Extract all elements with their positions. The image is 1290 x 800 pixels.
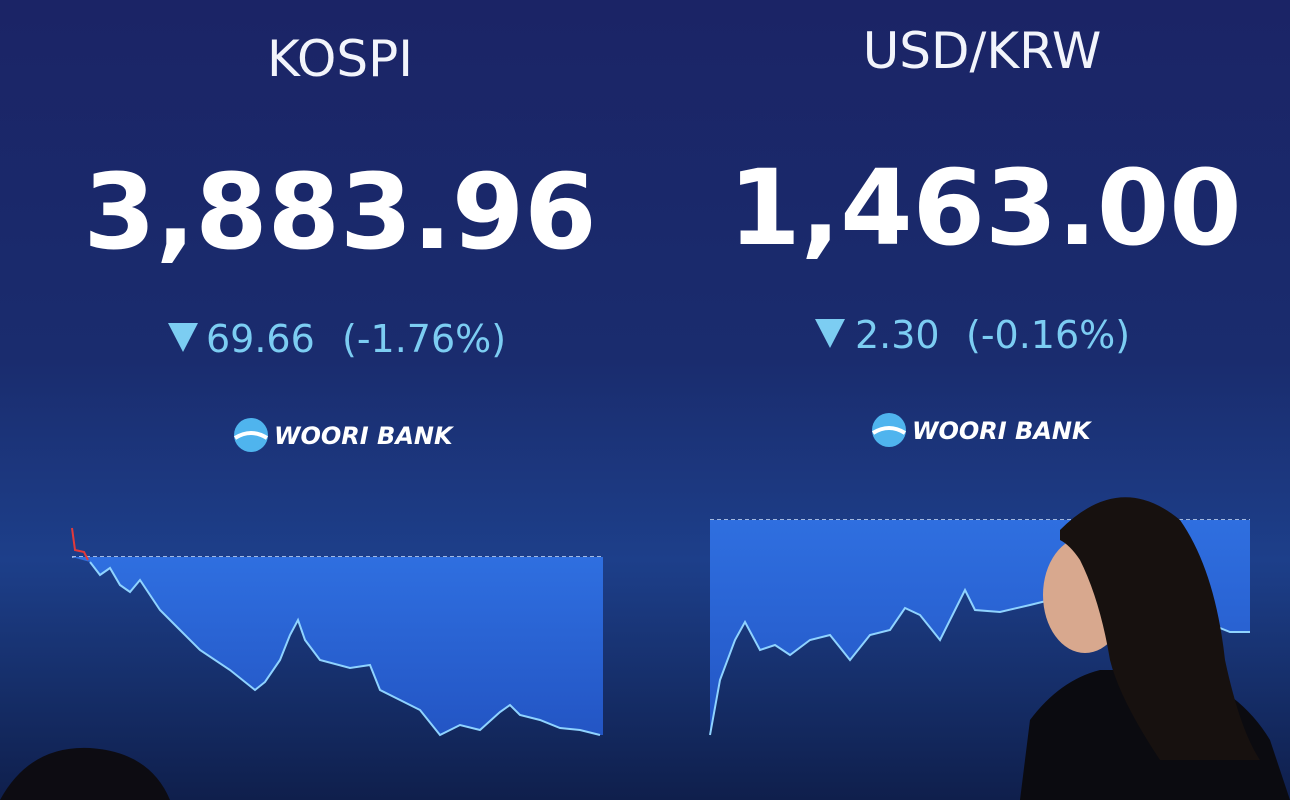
down-arrow bbox=[168, 323, 198, 352]
panel-title: KOSPI bbox=[267, 30, 413, 88]
foreground-head bbox=[0, 747, 170, 800]
chart-line bbox=[89, 561, 601, 737]
panel-title: USD/KRW bbox=[863, 22, 1102, 80]
panel-value: 1,463.00 bbox=[728, 147, 1241, 269]
panel-value: 3,883.96 bbox=[83, 151, 596, 273]
logo-wave bbox=[233, 431, 269, 440]
person-hair bbox=[1060, 497, 1260, 760]
change-pct: (-0.16%) bbox=[966, 313, 1130, 357]
brand: WOORI BANK bbox=[912, 417, 1093, 445]
logo-wave bbox=[871, 426, 907, 435]
change: 69.66 bbox=[206, 317, 315, 361]
chart-line-up bbox=[71, 527, 89, 561]
down-arrow bbox=[815, 319, 845, 348]
brand: WOORI BANK bbox=[274, 422, 455, 450]
change-pct: (-1.76%) bbox=[342, 317, 506, 361]
change: 2.30 bbox=[855, 313, 940, 357]
chart-area bbox=[72, 557, 603, 735]
